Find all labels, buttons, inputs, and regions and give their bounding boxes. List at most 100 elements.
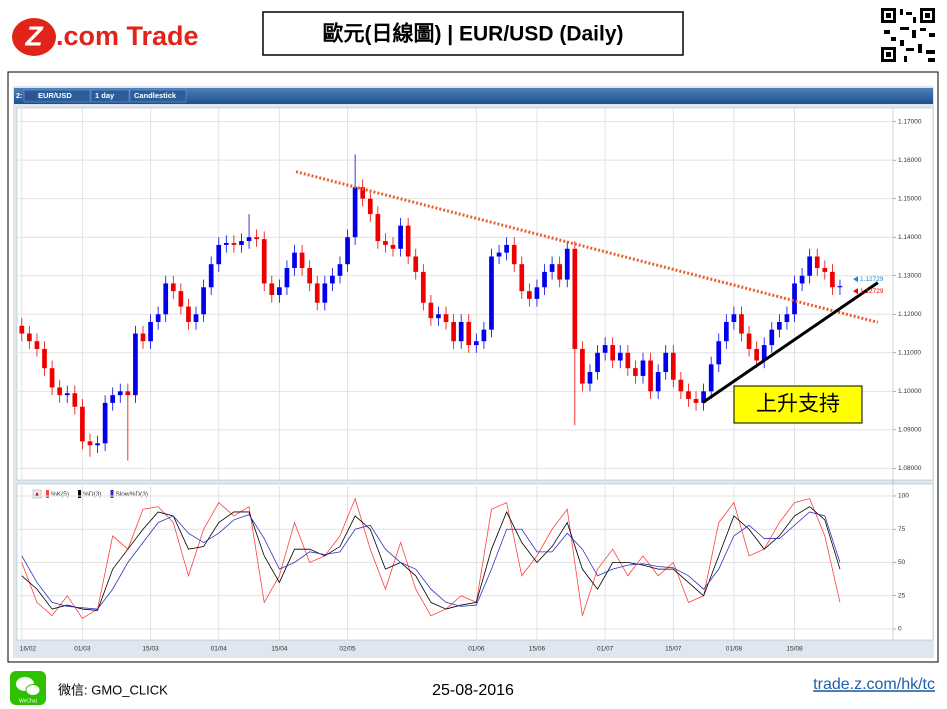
legend-label: %D(3) <box>83 491 101 498</box>
candle-body <box>383 241 388 245</box>
stochastic-line <box>21 511 841 610</box>
candle-body <box>216 244 222 265</box>
candle-body <box>208 264 214 288</box>
interval: 1 day <box>95 91 115 100</box>
candle-body <box>125 391 131 396</box>
candle-body <box>284 268 290 288</box>
title-box <box>262 11 684 56</box>
y-tick-label: 0 <box>898 626 902 633</box>
candle-body <box>648 360 653 392</box>
candle-body <box>117 391 123 396</box>
legend-label: %K(5) <box>51 491 69 498</box>
qr-code <box>881 8 935 62</box>
candle-body <box>398 225 403 249</box>
candle-body <box>830 271 835 288</box>
y-tick-label: 1.12000 <box>898 311 922 318</box>
candle-body <box>292 252 297 269</box>
price-marker <box>853 288 858 295</box>
candle-body <box>261 239 267 284</box>
candle-body <box>489 256 494 330</box>
candle-body <box>436 314 441 319</box>
trend-line <box>702 281 879 404</box>
candle-body <box>330 275 335 284</box>
price-marker <box>853 276 858 283</box>
candle-body <box>814 256 820 269</box>
price-tag: 1.12729 <box>860 276 884 283</box>
candle-body <box>178 291 184 307</box>
candle-body <box>239 241 244 245</box>
y-tick-label: 25 <box>898 592 906 599</box>
candle-body <box>610 345 616 361</box>
candle-body <box>564 248 570 280</box>
y-tick-label: 1.08000 <box>898 465 922 472</box>
candle-body <box>95 443 100 446</box>
candle-body <box>458 321 464 342</box>
candle-body <box>64 393 70 396</box>
candle-body <box>413 256 419 272</box>
candle-body <box>678 379 684 392</box>
candle-body <box>723 321 729 342</box>
candle-body <box>640 360 646 376</box>
symbol-tab[interactable] <box>23 89 91 103</box>
candle-body <box>443 314 449 322</box>
candle-body <box>511 244 517 265</box>
candle-body <box>663 352 669 373</box>
wechat-bubble <box>25 684 41 696</box>
legend-label: Slow%D(3) <box>115 491 148 498</box>
y-tick-label: 100 <box>898 493 909 500</box>
logo-mark: Z <box>24 20 43 51</box>
candle-body <box>799 275 805 284</box>
candle-body <box>420 271 426 303</box>
candle-body <box>519 264 525 292</box>
x-tick-label: 15/06 <box>529 646 546 653</box>
collapse-icon <box>35 492 39 496</box>
y-tick-label: 1.16000 <box>898 157 922 164</box>
candle-body <box>542 271 547 288</box>
y-tick-label: 1.14000 <box>898 234 922 241</box>
candle-body <box>170 283 176 292</box>
candle-body <box>49 368 55 388</box>
candle-body <box>42 348 47 369</box>
y-tick-label: 1.15000 <box>898 195 922 202</box>
candle-body <box>110 395 116 403</box>
candle-body <box>761 345 767 361</box>
candle-body <box>299 252 305 269</box>
candle-body <box>716 341 722 365</box>
candle-body <box>625 352 631 369</box>
candle-body <box>133 333 138 396</box>
candle-body <box>633 368 638 376</box>
annotation-box <box>733 385 863 424</box>
legend-swatch <box>110 490 114 498</box>
candle-body <box>307 268 313 284</box>
x-tick-label: 15/08 <box>786 646 803 653</box>
candle-body <box>739 314 744 334</box>
candle-body <box>708 364 714 392</box>
candle-body <box>360 187 366 199</box>
candle-body <box>428 302 434 319</box>
candle-body <box>314 283 320 303</box>
url[interactable]: trade.z.com/hk/tc <box>813 676 935 693</box>
y-tick-label: 1.11000 <box>898 350 921 357</box>
stochastic-line <box>21 506 841 611</box>
candle-body <box>246 237 252 242</box>
logo-text: .com Trade <box>56 21 199 51</box>
x-tick-label: 01/06 <box>468 646 485 653</box>
candle-body <box>731 314 737 322</box>
candle-body <box>27 333 32 342</box>
candle-body <box>345 237 350 265</box>
candle-body <box>231 242 237 245</box>
candle-body <box>595 352 600 373</box>
annotation: 上升支持 <box>756 393 840 416</box>
candle-body <box>777 321 782 330</box>
wechat-icon-label: WeChat <box>19 698 38 704</box>
x-tick-label: 16/02 <box>20 646 37 653</box>
legend-swatch <box>46 490 49 498</box>
candle-body <box>352 187 358 238</box>
candle-body <box>701 391 706 403</box>
y-tick-label: 1.13000 <box>898 272 922 279</box>
legend: %K(5) %D(3) Slow%D(3) <box>46 490 148 498</box>
x-tick-label: 15/04 <box>271 646 288 653</box>
style-tab[interactable] <box>129 89 187 103</box>
interval-tab[interactable] <box>90 89 130 103</box>
